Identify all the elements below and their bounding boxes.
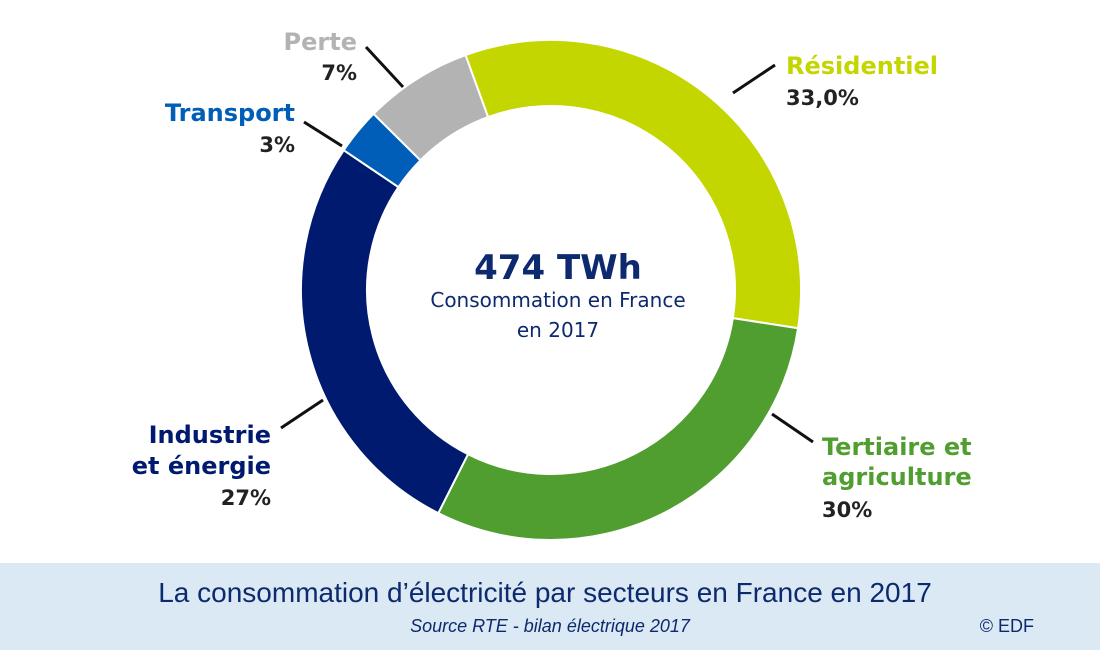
- slice-label-industrie-line2: et énergie: [132, 452, 271, 480]
- slice-label-industrie: Industrie: [149, 421, 271, 449]
- slice-industrie: [300, 148, 470, 515]
- chart-title: La consommation d’électricité par secteu…: [158, 577, 932, 608]
- slice-tertiaire: [436, 317, 800, 541]
- slice-residentiel: [464, 39, 802, 330]
- slice-perte: [372, 53, 490, 162]
- center-value: 474 TWh: [474, 248, 642, 288]
- leader-line-tertiaire: [771, 412, 814, 444]
- leader-line-industrie: [280, 398, 324, 430]
- slice-value-tertiaire: 30%: [822, 498, 872, 522]
- leader-line-perte: [364, 45, 405, 89]
- leader-line-transport: [303, 120, 343, 148]
- slice-label-residentiel: Résidentiel: [786, 52, 938, 80]
- slice-label-tertiaire-line2: agriculture: [822, 463, 972, 491]
- copyright-credit: © EDF: [979, 616, 1034, 636]
- slice-value-industrie: 27%: [221, 486, 271, 510]
- center-caption-line1: Consommation en France: [430, 288, 685, 312]
- source-note: Source RTE - bilan électrique 2017: [410, 616, 690, 636]
- slice-label-perte: Perte: [284, 28, 357, 56]
- leader-line-residentiel: [732, 63, 776, 95]
- slice-label-transport: Transport: [165, 99, 295, 127]
- caption-bar: La consommation d’électricité par secteu…: [0, 563, 1100, 650]
- slice-value-transport: 3%: [259, 133, 295, 157]
- slice-value-residentiel: 33,0%: [786, 86, 859, 110]
- slice-value-perte: 7%: [321, 61, 357, 85]
- slice-label-tertiaire: Tertiaire et: [822, 433, 972, 461]
- center-caption-line2: en 2017: [517, 318, 599, 342]
